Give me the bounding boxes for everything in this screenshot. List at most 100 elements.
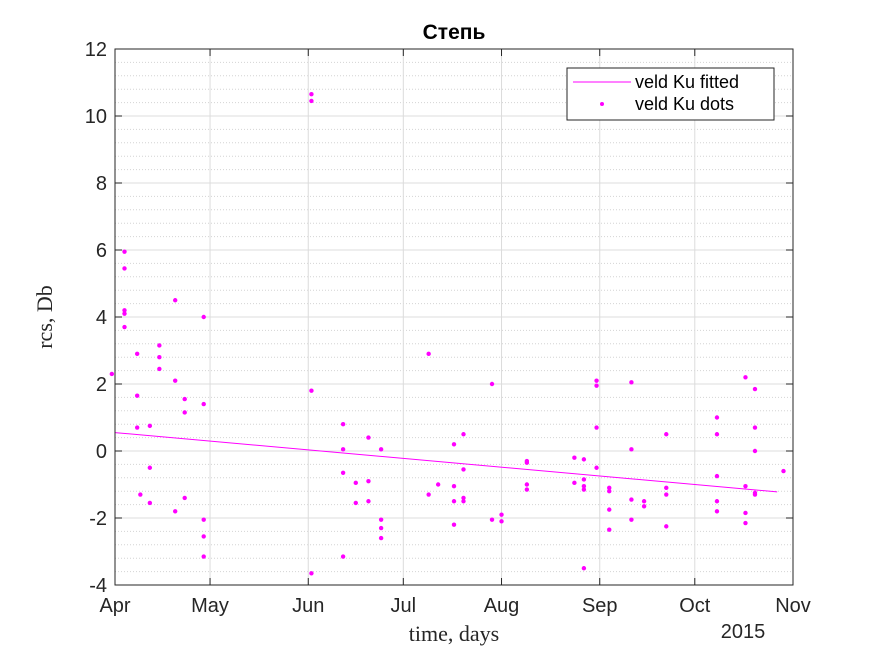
- legend: veld Ku fitted veld Ku dots: [566, 67, 775, 121]
- data-point: [172, 298, 178, 303]
- data-point: [594, 383, 599, 388]
- data-point: [378, 525, 384, 531]
- data-point: [157, 343, 162, 348]
- data-point: [581, 477, 587, 482]
- data-point: [378, 535, 384, 541]
- data-point: [714, 509, 720, 514]
- data-point: [714, 499, 720, 504]
- data-point: [340, 447, 346, 452]
- data-point: [581, 457, 587, 462]
- data-point: [499, 519, 504, 524]
- data-point: [182, 410, 187, 415]
- data-point: [664, 432, 669, 437]
- data-point: [594, 465, 599, 470]
- data-point: [607, 489, 612, 494]
- data-point: [629, 380, 634, 385]
- x-tick-label: Nov: [775, 595, 811, 617]
- data-point: [309, 571, 314, 576]
- data-point: [641, 499, 647, 504]
- y-tick-label: 12: [85, 39, 107, 61]
- data-point: [664, 492, 669, 497]
- legend-dot-swatch: [600, 102, 604, 106]
- data-point: [378, 447, 384, 452]
- data-point: [182, 396, 187, 402]
- data-point: [451, 522, 457, 527]
- data-point: [426, 351, 431, 357]
- data-point: [664, 524, 669, 529]
- y-tick-label: 6: [96, 240, 107, 262]
- data-point: [435, 482, 441, 487]
- legend-label-fitted: veld Ku fitted: [635, 72, 739, 92]
- data-point: [607, 527, 612, 532]
- x-tick-label: May: [191, 595, 229, 617]
- data-point: [366, 435, 371, 440]
- data-point: [138, 492, 143, 497]
- data-point: [489, 381, 495, 387]
- y-axis-title: rcs, Db: [32, 285, 57, 349]
- data-point: [714, 473, 720, 479]
- data-point: [201, 554, 206, 559]
- data-point: [134, 425, 140, 430]
- data-point: [581, 483, 587, 489]
- data-point: [664, 485, 669, 491]
- data-point: [743, 483, 748, 489]
- data-point: [607, 507, 612, 512]
- data-point: [461, 499, 466, 504]
- y-tick-label: 10: [85, 106, 107, 128]
- data-point: [714, 415, 720, 420]
- data-point: [353, 500, 358, 506]
- data-point: [594, 378, 599, 383]
- data-point: [109, 371, 115, 377]
- data-point: [340, 422, 346, 427]
- y-tick-label: -4: [89, 575, 107, 597]
- data-point: [752, 448, 758, 454]
- data-point: [524, 482, 530, 487]
- data-point: [714, 432, 720, 437]
- data-point: [182, 495, 187, 501]
- fitted-line: [114, 432, 778, 493]
- data-point: [122, 249, 127, 254]
- year-label: 2015: [721, 621, 766, 643]
- data-point: [641, 504, 647, 509]
- data-point: [201, 401, 206, 407]
- legend-label-dots: veld Ku dots: [635, 94, 734, 114]
- data-point: [594, 425, 599, 430]
- y-tick-labels: -4 -2 0 2 4 6 8 10 12: [85, 39, 107, 597]
- x-tick-label: Apr: [99, 595, 130, 617]
- data-point: [340, 554, 346, 559]
- data-point: [524, 460, 530, 465]
- data-point: [157, 366, 162, 372]
- x-tick-label: Jun: [292, 595, 324, 617]
- data-point: [451, 442, 457, 447]
- data-point: [157, 355, 162, 360]
- data-point: [752, 386, 758, 392]
- data-point: [309, 98, 314, 104]
- data-point: [461, 495, 466, 501]
- data-point: [524, 487, 530, 492]
- legend-box: [566, 67, 775, 121]
- data-point: [581, 566, 587, 571]
- data-point: [572, 455, 577, 460]
- data-point: [451, 483, 457, 489]
- axes-box: [114, 48, 794, 586]
- major-grid: [114, 48, 794, 586]
- data-point: [629, 497, 634, 502]
- data-point: [147, 423, 153, 429]
- data-point: [201, 314, 206, 320]
- data-point: [366, 499, 371, 504]
- data-point: [451, 499, 457, 504]
- data-point: [607, 485, 612, 491]
- data-point: [309, 92, 314, 97]
- y-tick-label: 0: [96, 441, 107, 463]
- data-point: [752, 492, 758, 497]
- data-point: [461, 467, 466, 472]
- y-tick-label: 8: [96, 173, 107, 195]
- data-point: [134, 351, 140, 357]
- data-point: [781, 468, 786, 474]
- fitted-line-series: [114, 432, 778, 493]
- data-point: [499, 512, 504, 517]
- data-point: [147, 465, 153, 470]
- data-point: [134, 393, 140, 398]
- data-point: [743, 520, 748, 526]
